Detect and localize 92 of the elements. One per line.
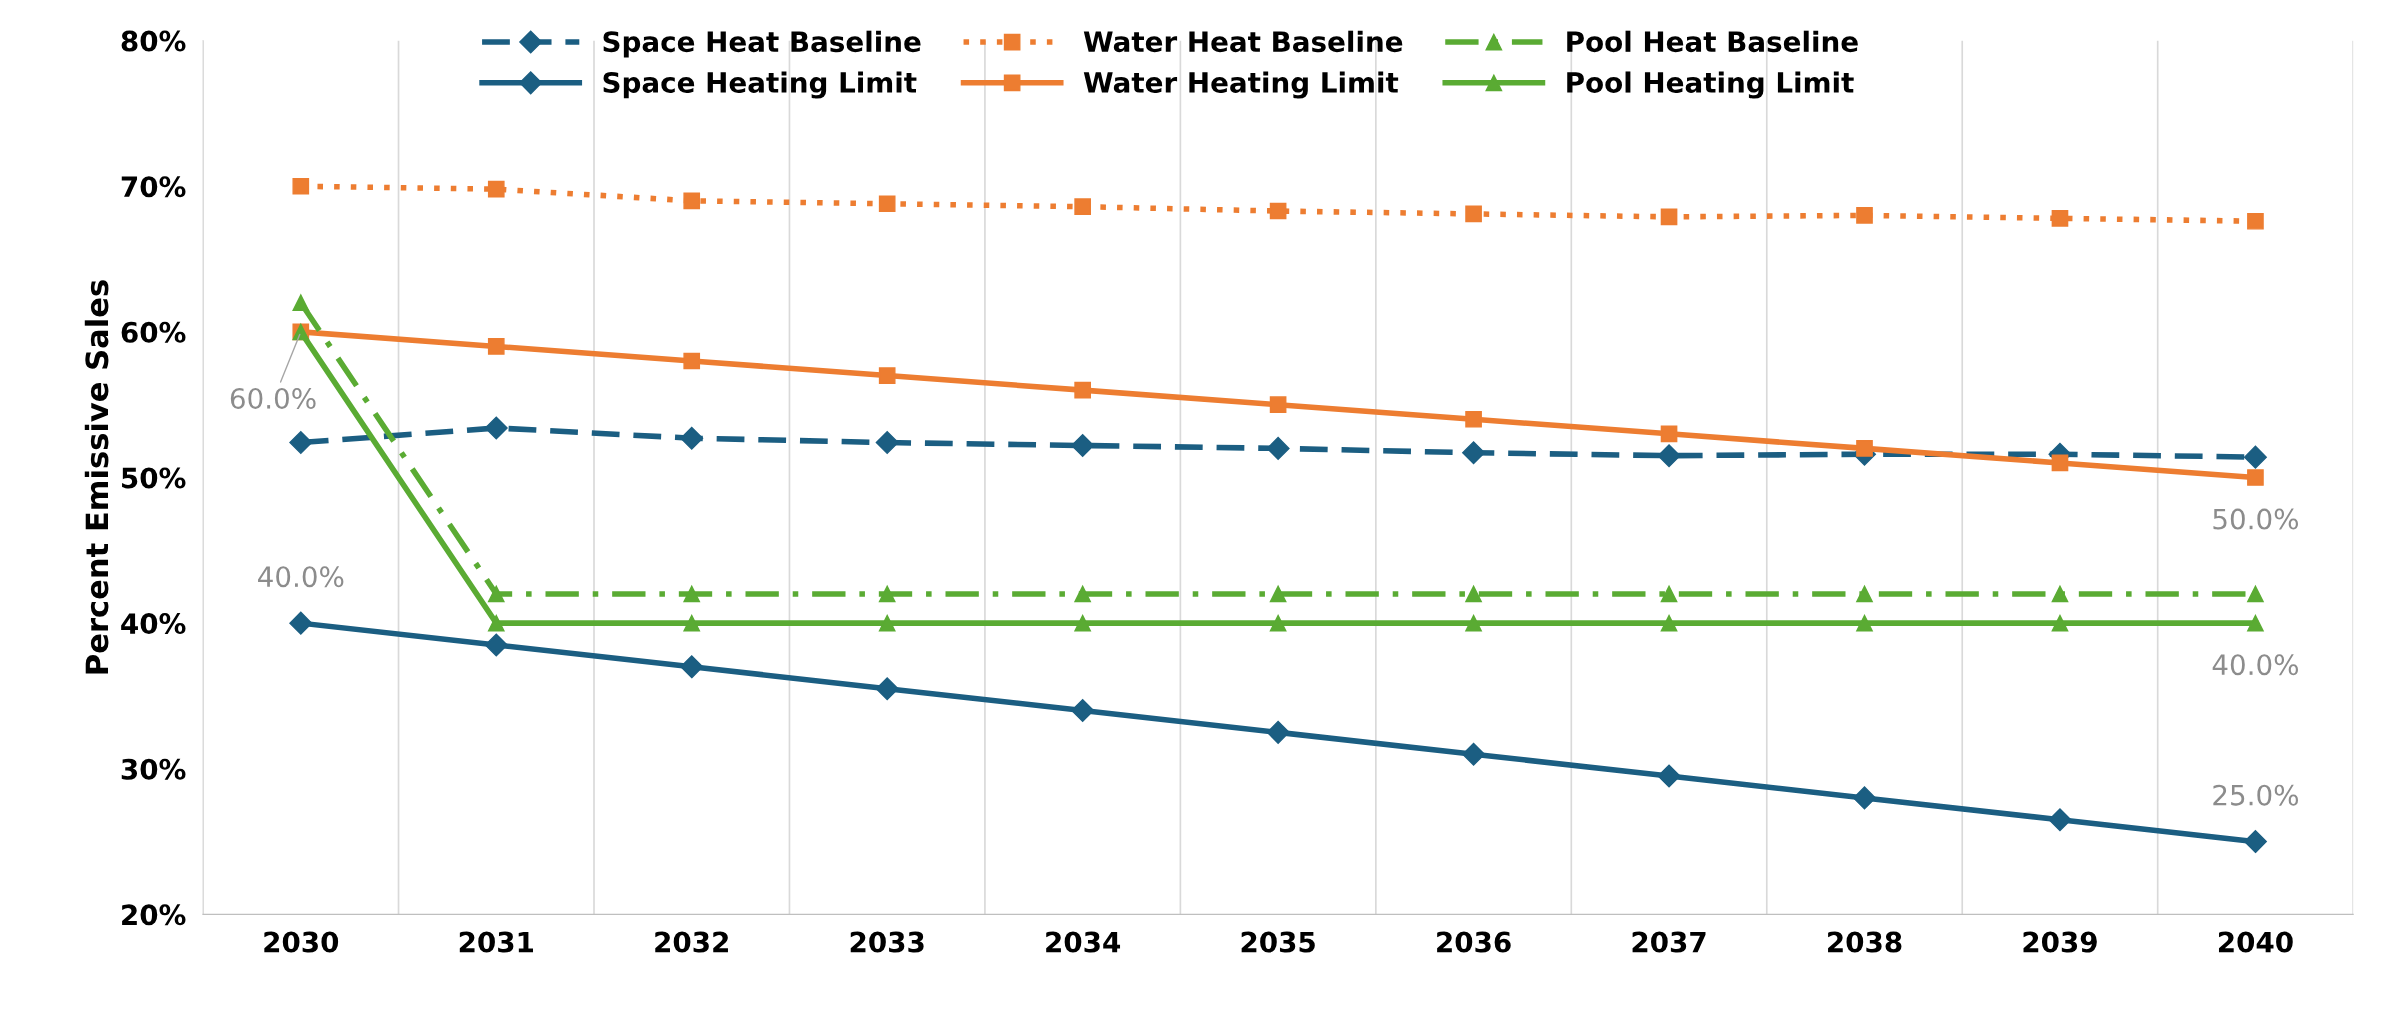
point	[1269, 396, 1287, 414]
y-tick-label: 40%	[121, 613, 186, 635]
point	[875, 677, 899, 701]
point	[1074, 614, 1091, 632]
legend-label: Pool Heating Limit	[1567, 71, 1854, 99]
data-label: 50.0%	[2213, 508, 2299, 530]
point	[1856, 614, 1873, 632]
y-tick-label: 80%	[121, 30, 186, 52]
point	[487, 338, 505, 355]
y-tick-label: 20%	[122, 904, 186, 926]
legend-label: Space Heat Baseline	[603, 30, 921, 58]
point	[2247, 585, 2264, 603]
point	[1266, 436, 1290, 460]
y-tick-label: 30%	[121, 758, 186, 780]
point	[484, 416, 508, 440]
point	[1465, 410, 1482, 428]
point	[1856, 207, 1873, 224]
data-label: 25.0%	[2213, 784, 2299, 806]
point	[1853, 786, 1876, 810]
point	[2243, 830, 2267, 854]
legend-label: Space Heating Limit	[603, 71, 917, 99]
point	[2048, 808, 2072, 832]
point	[289, 431, 313, 455]
point	[878, 585, 896, 603]
point	[1074, 381, 1091, 399]
point	[2051, 454, 2069, 472]
point	[2247, 614, 2264, 632]
point	[1269, 614, 1287, 632]
point	[2247, 469, 2264, 486]
point	[1465, 205, 1482, 223]
point	[683, 192, 701, 210]
point	[1660, 614, 1678, 632]
point	[292, 177, 310, 195]
point	[1269, 202, 1287, 220]
x-tick-label: 2033	[850, 931, 924, 953]
point	[1071, 699, 1095, 723]
point	[1074, 585, 1091, 603]
x-tick-label: 2037	[1632, 931, 1706, 953]
point	[1266, 720, 1290, 744]
point	[683, 585, 701, 603]
x-tick-label: 2038	[1828, 931, 1902, 953]
point	[487, 585, 505, 603]
point	[292, 294, 310, 312]
point	[878, 367, 896, 384]
point	[1269, 585, 1287, 603]
point	[1657, 764, 1681, 788]
x-tick-label: 2040	[2218, 931, 2293, 953]
x-tick-label: 2035	[1241, 931, 1315, 953]
point	[2051, 209, 2069, 227]
point	[1657, 444, 1681, 468]
point	[289, 611, 313, 635]
data-label: 60.0%	[230, 387, 316, 409]
point	[1462, 441, 1486, 465]
point	[2051, 614, 2069, 632]
point	[683, 352, 701, 370]
point	[1660, 208, 1678, 226]
y-tick-label: 60%	[121, 321, 186, 343]
point	[680, 426, 704, 450]
point	[2243, 445, 2267, 469]
point	[680, 655, 704, 679]
y-tick-label: 70%	[121, 176, 186, 198]
point	[1856, 440, 1873, 457]
point	[878, 614, 896, 632]
point	[878, 195, 896, 213]
point	[1074, 198, 1091, 215]
legend-label: Water Heating Limit	[1083, 71, 1399, 99]
point	[1462, 742, 1486, 766]
point	[1660, 585, 1678, 603]
point	[1660, 425, 1678, 443]
data-label: 40.0%	[2212, 654, 2299, 676]
data-label: 40.0%	[258, 566, 344, 588]
x-tick-label: 2034	[1046, 931, 1121, 953]
legend-label: Pool Heat Baseline	[1567, 30, 1858, 53]
point	[1071, 433, 1095, 457]
point	[487, 180, 505, 198]
point	[484, 633, 508, 657]
point	[875, 431, 899, 455]
point	[1856, 585, 1873, 603]
point	[2247, 212, 2264, 230]
legend-label: Water Heat Baseline	[1083, 30, 1403, 53]
y-axis-title: Percent Emissive Sales	[84, 280, 109, 674]
x-tick-label: 2031	[459, 931, 534, 953]
point	[1465, 585, 1482, 603]
x-tick-label: 2030	[264, 931, 339, 953]
point	[1465, 614, 1482, 632]
x-tick-label: 2036	[1437, 931, 1511, 953]
point	[683, 614, 701, 632]
point	[2051, 585, 2069, 603]
y-tick-label: 50%	[122, 467, 186, 489]
point	[487, 614, 505, 632]
x-tick-label: 2039	[2023, 931, 2097, 953]
x-tick-label: 2032	[655, 931, 728, 953]
